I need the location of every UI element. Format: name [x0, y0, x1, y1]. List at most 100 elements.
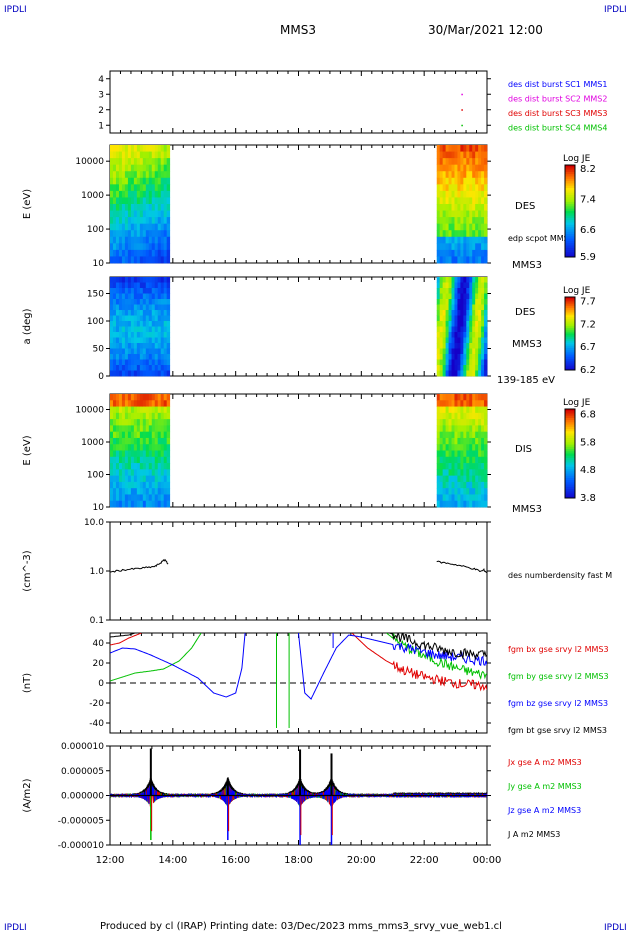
panel-3-heatmap-cell — [163, 337, 168, 344]
panel-2-heatmap-cell — [442, 145, 447, 152]
panel-3-heatmap-cell — [466, 332, 470, 338]
panel-4-heatmap-cell — [124, 450, 129, 458]
panel-3-heatmap-cell — [157, 332, 162, 338]
panel-4-heatmap-cell — [151, 450, 156, 458]
panel-3-heatmap-cell — [154, 354, 159, 360]
panel-2-heatmap-cell — [439, 204, 444, 211]
panel-2-ytick-label: 100 — [87, 225, 104, 235]
panel-2-heatmap-cell — [127, 243, 132, 251]
panel-4-heatmap-cell — [118, 494, 123, 502]
panel-4-colorbar-cell — [565, 420, 575, 423]
panel-3-heatmap-cell — [475, 365, 479, 371]
panel-2-colorbar-title: Log JE — [563, 154, 591, 164]
panel-3-heatmap-cell — [121, 321, 126, 327]
panel-4-heatmap-cell — [166, 394, 171, 401]
panel-2-heatmap-cell — [460, 210, 464, 218]
panel-4-heatmap-cell — [154, 425, 159, 433]
panel-2-heatmap-cell — [154, 171, 159, 179]
panel-2-heatmap-cell — [478, 158, 482, 166]
panel-3-heatmap-cell — [139, 337, 144, 344]
panel-2-heatmap-cell — [166, 177, 171, 185]
corner-label-bottom-left: IPDLI — [4, 923, 27, 933]
panel-4-colorbar-cell — [565, 493, 575, 497]
panel-5-ytick-label: 1.0 — [90, 567, 105, 577]
panel-3-heatmap-cell — [484, 370, 488, 377]
panel-4-colorbar-cell — [565, 422, 575, 426]
panel-3-colorbar-cell — [565, 357, 575, 360]
panel-2-heatmap-cell — [115, 223, 120, 231]
panel-4-heatmap-cell — [124, 406, 129, 414]
panel-2-colorbar-tick: 7.4 — [580, 195, 596, 206]
panel-4-heatmap-cell — [112, 456, 117, 464]
panel-3-heatmap-cell — [481, 337, 485, 344]
panel-3-heatmap-cell — [148, 310, 153, 316]
panel-2-heatmap-cell — [121, 158, 126, 166]
panel-2-heatmap-cell — [484, 236, 488, 244]
panel-2-colorbar-cell — [565, 222, 575, 226]
panel-3-heatmap-cell — [130, 365, 135, 371]
panel-3-heatmap-cell — [466, 282, 470, 289]
panel-2-heatmap-cell — [166, 184, 171, 192]
panel-4-heatmap-cell — [451, 394, 455, 401]
panel-3-heatmap-cell — [475, 293, 479, 300]
panel-3-heatmap-cell — [478, 332, 482, 338]
panel-3-heatmap-cell — [460, 370, 464, 377]
panel-4-heatmap-cell — [451, 400, 455, 407]
panel-4-heatmap-cell — [154, 412, 159, 420]
panel-2-heatmap-cell — [142, 249, 147, 257]
panel-2-colorbar-cell — [565, 240, 575, 244]
panel-3-colorbar-cell — [565, 322, 575, 325]
panel-3-heatmap-cell — [451, 321, 455, 327]
panel-4-colorbar-cell — [565, 457, 575, 461]
panel-4-colorbar-tick: 6.8 — [580, 410, 596, 421]
panel-2-heatmap-cell — [115, 171, 120, 179]
panel-3-heatmap-cell — [481, 277, 485, 283]
panel-2-heatmap-cell — [148, 184, 153, 192]
panel-2-heatmap-cell — [463, 151, 467, 159]
panel-3-heatmap-cell — [115, 288, 120, 294]
panel-2-heatmap-cell — [475, 197, 479, 205]
panel-4-heatmap-cell — [157, 469, 162, 477]
panel-2-heatmap-cell — [439, 249, 444, 257]
panel-2-colorbar-cell — [565, 236, 575, 240]
panel-2-heatmap-cell — [469, 256, 473, 264]
panel-2-heatmap-cell — [145, 256, 150, 264]
panel-2-heatmap-cell — [469, 217, 473, 225]
panel-2-heatmap-cell — [151, 184, 156, 192]
panel-2-heatmap-cell — [148, 204, 153, 211]
panel-3-heatmap-cell — [136, 277, 141, 283]
panel-3-heatmap-cell — [460, 293, 464, 300]
panel-2-heatmap-cell — [133, 171, 138, 179]
panel-3-heatmap-cell — [448, 343, 452, 349]
panel-4-heatmap-cell — [151, 463, 156, 470]
panel-2-heatmap-cell — [436, 223, 441, 231]
panel-4-heatmap-cell — [151, 425, 156, 433]
panel-2-heatmap-cell — [466, 171, 470, 179]
panel-2-heatmap-cell — [457, 197, 461, 205]
panel-3-heatmap-cell — [436, 337, 441, 344]
panel-4-heatmap-cell — [157, 437, 162, 445]
panel-3-heatmap-cell — [136, 348, 141, 355]
panel-4-heatmap-cell — [121, 419, 126, 426]
panel-2-heatmap-cell — [163, 223, 168, 231]
panel-3-heatmap-cell — [118, 304, 123, 311]
panel-3-heatmap-cell — [127, 354, 132, 360]
panel-4-heatmap-cell — [478, 425, 482, 433]
panel-3-heatmap-cell — [133, 326, 138, 333]
panel-2-heatmap-cell — [448, 190, 452, 198]
panel-4-heatmap-cell — [460, 444, 464, 451]
panel-3-heatmap-cell — [163, 370, 168, 377]
panel-5-ytick-label: 10.0 — [84, 518, 104, 528]
panel-2-heatmap-cell — [457, 158, 461, 166]
panel-2-heatmap-cell — [466, 151, 470, 159]
panel-4-heatmap-cell — [466, 450, 470, 458]
panel-3-heatmap-cell — [130, 359, 135, 366]
panel-2-heatmap-cell — [454, 243, 458, 251]
panel-2-heatmap-cell — [115, 145, 120, 152]
panel-3-heatmap-cell — [460, 359, 464, 366]
panel-2-heatmap-cell — [142, 171, 147, 179]
panel-3-heatmap-cell — [130, 354, 135, 360]
panel-2-heatmap-cell — [442, 204, 447, 211]
panel-2-heatmap-cell — [445, 145, 449, 152]
panel-4-heatmap-cell — [157, 481, 162, 489]
